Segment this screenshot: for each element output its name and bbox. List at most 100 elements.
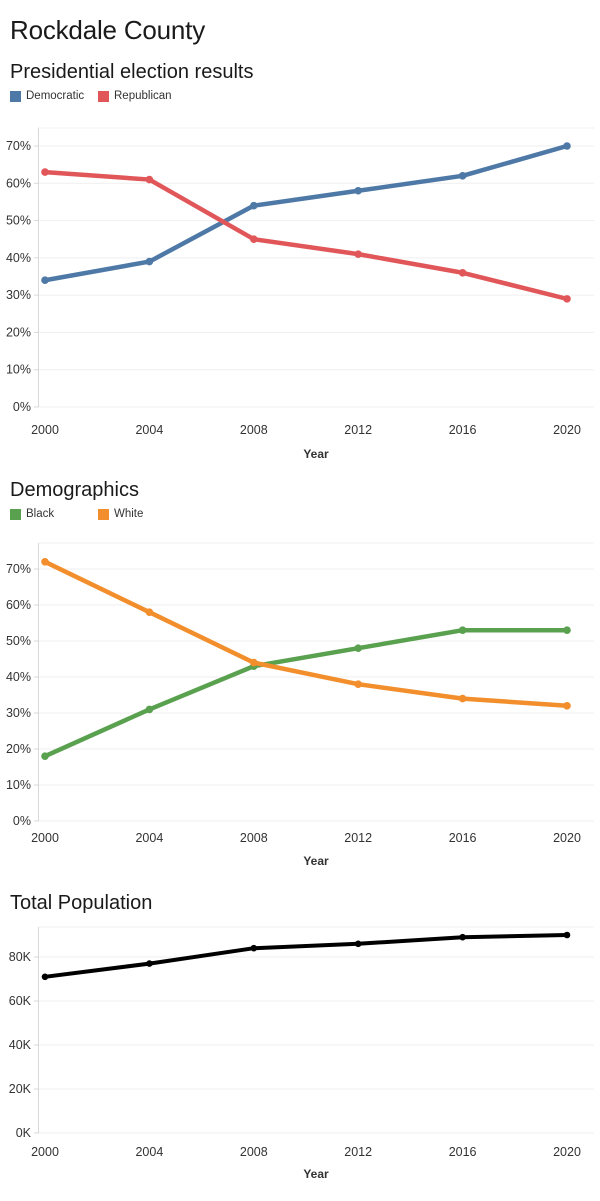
y-tick-label: 40% bbox=[6, 251, 31, 265]
series-line-white[interactable] bbox=[42, 559, 570, 709]
data-point-democratic[interactable] bbox=[458, 172, 467, 180]
y-tick-label: 10% bbox=[6, 778, 31, 792]
legend-label: Black bbox=[26, 508, 55, 520]
data-point-total-population[interactable] bbox=[41, 973, 49, 981]
series-line-black[interactable] bbox=[42, 627, 570, 759]
data-point-black[interactable] bbox=[354, 644, 363, 652]
chart-section-demographics: Demographics Black White 0% 10% 20% 30% 40% 50… bbox=[0, 476, 600, 879]
y-tick-label: 30% bbox=[6, 706, 31, 720]
data-point-total-population[interactable] bbox=[146, 960, 153, 967]
data-point-total-population[interactable] bbox=[459, 933, 466, 941]
legend-item-republican[interactable]: Republican bbox=[98, 90, 186, 102]
legend-swatch-white bbox=[98, 508, 109, 520]
y-tick-label: 0% bbox=[13, 814, 31, 828]
legend-demographics: Black White bbox=[10, 506, 600, 522]
data-point-democratic[interactable] bbox=[354, 186, 363, 195]
y-tick-label: 50% bbox=[6, 634, 31, 648]
data-point-white[interactable] bbox=[145, 608, 154, 616]
chart-title-election: Presidential election results bbox=[10, 61, 254, 83]
y-tick-label: 70% bbox=[6, 562, 31, 576]
chart-title-demographics: Demographics bbox=[10, 479, 139, 501]
legend-label: White bbox=[114, 508, 144, 520]
legend-election: Democratic Republican bbox=[10, 88, 600, 104]
legend-label: Republican bbox=[114, 90, 172, 102]
series-line-total-population[interactable] bbox=[43, 933, 569, 979]
y-tick-label: 50% bbox=[6, 214, 31, 228]
data-point-republican[interactable] bbox=[354, 250, 363, 258]
data-point-republican[interactable] bbox=[458, 268, 467, 277]
data-point-democratic[interactable] bbox=[41, 276, 49, 285]
y-tick-label: 60% bbox=[6, 176, 31, 190]
data-point-democratic[interactable] bbox=[145, 257, 154, 266]
x-tick-label: 2012 bbox=[344, 831, 372, 845]
x-tick-label: 2016 bbox=[449, 1145, 477, 1159]
y-tick-label: 0% bbox=[13, 400, 31, 414]
x-tick-label: 2020 bbox=[553, 831, 581, 845]
x-axis-title: Year bbox=[303, 447, 329, 461]
chart-section-population: Total Population 0K 20K 40K 60K 80K 2000 2004 2… bbox=[0, 889, 600, 1200]
legend-swatch-republican bbox=[98, 90, 109, 102]
y-tick-label: 0K bbox=[16, 1126, 32, 1140]
x-tick-label: 2012 bbox=[344, 423, 372, 437]
data-point-republican[interactable] bbox=[41, 168, 49, 176]
legend-item-democratic[interactable]: Democratic bbox=[10, 90, 98, 102]
data-point-white[interactable] bbox=[458, 694, 467, 703]
x-tick-label: 2016 bbox=[449, 831, 477, 845]
y-tick-label: 80K bbox=[9, 950, 32, 964]
x-tick-label: 2008 bbox=[240, 831, 268, 845]
y-tick-label: 60K bbox=[9, 994, 32, 1008]
y-tick-label: 20K bbox=[9, 1082, 32, 1096]
data-point-black[interactable] bbox=[41, 752, 49, 760]
data-point-white[interactable] bbox=[250, 658, 258, 667]
data-point-republican[interactable] bbox=[145, 175, 154, 184]
data-point-white[interactable] bbox=[563, 702, 571, 710]
data-point-black[interactable] bbox=[563, 626, 571, 634]
x-tick-label: 2012 bbox=[344, 1145, 372, 1159]
data-point-republican[interactable] bbox=[250, 235, 258, 244]
legend-item-white[interactable]: White bbox=[98, 508, 186, 520]
x-tick-label: 2004 bbox=[135, 423, 163, 437]
data-point-republican[interactable] bbox=[563, 295, 571, 303]
series-line-republican[interactable] bbox=[42, 169, 570, 302]
x-tick-label: 2016 bbox=[449, 423, 477, 437]
y-tick-label: 20% bbox=[6, 325, 31, 339]
series-line-democratic[interactable] bbox=[42, 143, 570, 283]
data-point-black[interactable] bbox=[145, 705, 154, 714]
x-tick-label: 2004 bbox=[135, 1145, 163, 1159]
x-axis-title: Year bbox=[303, 1167, 329, 1181]
y-tick-label: 40K bbox=[9, 1038, 32, 1052]
legend-swatch-black bbox=[10, 508, 21, 520]
data-point-white[interactable] bbox=[41, 558, 49, 566]
data-point-democratic[interactable] bbox=[563, 142, 571, 150]
y-tick-label: 60% bbox=[6, 598, 31, 612]
election-results-chart[interactable]: 0% 10% 20% 30% 40% 50% 60% 70% 2000 2004 2008 2012 2… bbox=[0, 104, 600, 464]
y-tick-label: 10% bbox=[6, 363, 31, 377]
x-tick-label: 2004 bbox=[135, 831, 163, 845]
legend-item-black[interactable]: Black bbox=[10, 508, 98, 520]
x-tick-label: 2000 bbox=[31, 1145, 59, 1159]
total-population-chart[interactable]: 0K 20K 40K 60K 80K 2000 2004 2008 2012 2016 2020 Ye… bbox=[0, 917, 600, 1200]
x-tick-label: 2000 bbox=[31, 423, 59, 437]
data-point-white[interactable] bbox=[354, 680, 363, 688]
data-point-black[interactable] bbox=[458, 626, 467, 634]
demographics-chart[interactable]: 0% 10% 20% 30% 40% 50% 60% 70% 2000 2004 2008 2012 2… bbox=[0, 522, 600, 879]
data-point-total-population[interactable] bbox=[563, 931, 571, 939]
x-axis-title: Year bbox=[303, 854, 329, 868]
chart-section-election: Presidential election results Democratic… bbox=[0, 58, 600, 464]
chart-title-population: Total Population bbox=[10, 892, 153, 914]
data-point-total-population[interactable] bbox=[250, 944, 258, 952]
y-tick-label: 40% bbox=[6, 670, 31, 684]
x-tick-label: 2000 bbox=[31, 831, 59, 845]
y-tick-label: 20% bbox=[6, 742, 31, 756]
y-tick-label: 30% bbox=[6, 288, 31, 302]
data-point-democratic[interactable] bbox=[250, 201, 258, 210]
data-point-total-population[interactable] bbox=[354, 940, 362, 948]
legend-label: Democratic bbox=[26, 90, 85, 102]
legend-swatch-democratic bbox=[10, 90, 21, 102]
x-tick-label: 2020 bbox=[553, 423, 581, 437]
y-tick-label: 70% bbox=[6, 139, 31, 153]
page-title: Rockdale County bbox=[10, 15, 205, 45]
x-tick-label: 2008 bbox=[240, 423, 268, 437]
x-tick-label: 2020 bbox=[553, 1145, 581, 1159]
